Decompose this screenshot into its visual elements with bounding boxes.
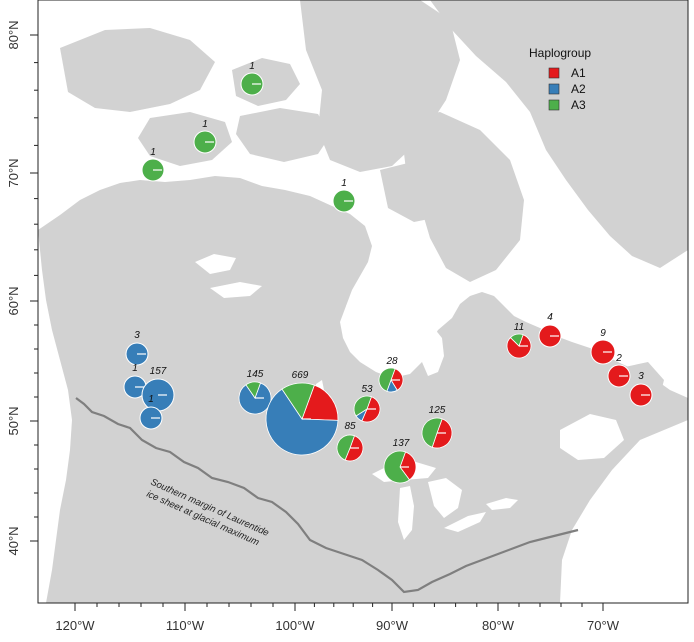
- site-pie: [141, 378, 175, 412]
- site-pie: [238, 381, 272, 415]
- site-pie: [629, 383, 653, 407]
- x-tick-label: 90°W: [376, 618, 409, 633]
- site-sample-count: 28: [385, 356, 398, 367]
- site-pie: [378, 367, 404, 393]
- site-pie: [383, 450, 417, 484]
- site-sample-count: 1: [132, 363, 138, 374]
- pie-slice-a3: [378, 367, 396, 392]
- lake-michigan: [398, 486, 414, 540]
- pie-slice-a3: [336, 434, 355, 461]
- gulf-of-st-lawrence: [560, 414, 624, 460]
- site-pie: [141, 158, 165, 182]
- x-tick-label: 120°W: [55, 618, 95, 633]
- pie-slice-a3: [421, 417, 443, 448]
- site-sample-count: 85: [344, 421, 356, 432]
- legend-swatch-a1: [548, 67, 560, 79]
- y-tick-label: 70°N: [6, 158, 21, 187]
- site-sample-count: 145: [247, 369, 264, 380]
- map-axes: 120°W 110°W 100°W 90°W 80°W 70°W 80°N 70°N 60°N 5…: [6, 20, 620, 633]
- site-pie: [139, 406, 163, 430]
- legend-swatch-a2: [548, 83, 560, 95]
- pie-slice-a3: [281, 382, 315, 420]
- x-tick-label: 80°W: [482, 618, 515, 633]
- pie-slice-a1: [399, 451, 417, 481]
- baffin-island: [400, 112, 524, 282]
- pie-slice-a2: [265, 388, 339, 456]
- site-sample-count: 1: [148, 394, 154, 405]
- atlantic-ocean: [560, 420, 688, 603]
- site-pie: [125, 342, 149, 366]
- site-pie: [538, 324, 562, 348]
- site-pie: [265, 382, 339, 456]
- site-sample-count: 3: [134, 330, 140, 341]
- site-pie: [421, 417, 453, 449]
- legend-swatch-a3: [548, 99, 560, 111]
- site-sample-count: 2: [615, 353, 622, 364]
- x-tick-label: 70°W: [587, 618, 620, 633]
- legend-label-a2: A2: [571, 82, 586, 96]
- y-tick-label: 80°N: [6, 20, 21, 49]
- pie-slice-a1: [301, 384, 339, 421]
- site-sample-count: 1: [150, 147, 156, 158]
- greenland: [430, 0, 688, 268]
- great-slave-lake: [210, 282, 262, 298]
- site-sample-count: 157: [150, 366, 167, 377]
- site-sample-count: 3: [638, 371, 644, 382]
- lake-huron: [428, 478, 462, 518]
- james-bay: [422, 328, 444, 376]
- pacific-ocean: [38, 230, 72, 603]
- site-pie: [240, 72, 264, 96]
- site-sample-count: 125: [429, 405, 446, 416]
- mainland-landmass: [38, 176, 688, 603]
- arctic-island-d: [236, 108, 330, 162]
- x-tick-label: 110°W: [166, 618, 205, 633]
- pie-slice-a3: [245, 381, 261, 399]
- ice-sheet-margin-line: [75, 397, 579, 594]
- pie-slice-a3: [353, 395, 372, 417]
- basemap: [38, 0, 688, 603]
- y-tick-label: 50°N: [6, 406, 21, 435]
- legend-label-a3: A3: [571, 98, 586, 112]
- site-pie: [336, 434, 364, 462]
- site-sample-count: 1: [202, 119, 208, 130]
- site-pie: [590, 339, 616, 365]
- legend: Haplogroup A1 A2 A3: [529, 46, 591, 112]
- site-sample-count: 1: [249, 61, 255, 72]
- site-sample-count: 137: [393, 438, 410, 449]
- hudson-bay: [346, 254, 448, 340]
- site-pie: [332, 189, 356, 213]
- lake-ontario: [486, 498, 518, 510]
- site-sample-count: 53: [361, 384, 373, 395]
- site-pie: [353, 395, 381, 423]
- site-sample-count: 4: [547, 312, 553, 323]
- site-sample-count: 9: [600, 328, 606, 339]
- legend-label-a1: A1: [571, 66, 586, 80]
- pie-slice-a3: [509, 333, 524, 347]
- arctic-island-a: [60, 28, 215, 112]
- great-bear-lake: [195, 254, 236, 274]
- y-tick-label: 40°N: [6, 526, 21, 555]
- lake-erie: [444, 512, 486, 532]
- site-sample-count: 11: [514, 322, 524, 333]
- y-tick-label: 60°N: [6, 286, 21, 315]
- x-tick-label: 100°W: [275, 618, 315, 633]
- site-pie: [607, 364, 631, 388]
- site-pie: [193, 130, 217, 154]
- legend-title: Haplogroup: [529, 46, 591, 60]
- site-sample-count: 669: [292, 370, 309, 381]
- pie-slice-a3: [383, 450, 411, 484]
- site-pie: [506, 333, 532, 359]
- site-sample-count: 1: [341, 178, 347, 189]
